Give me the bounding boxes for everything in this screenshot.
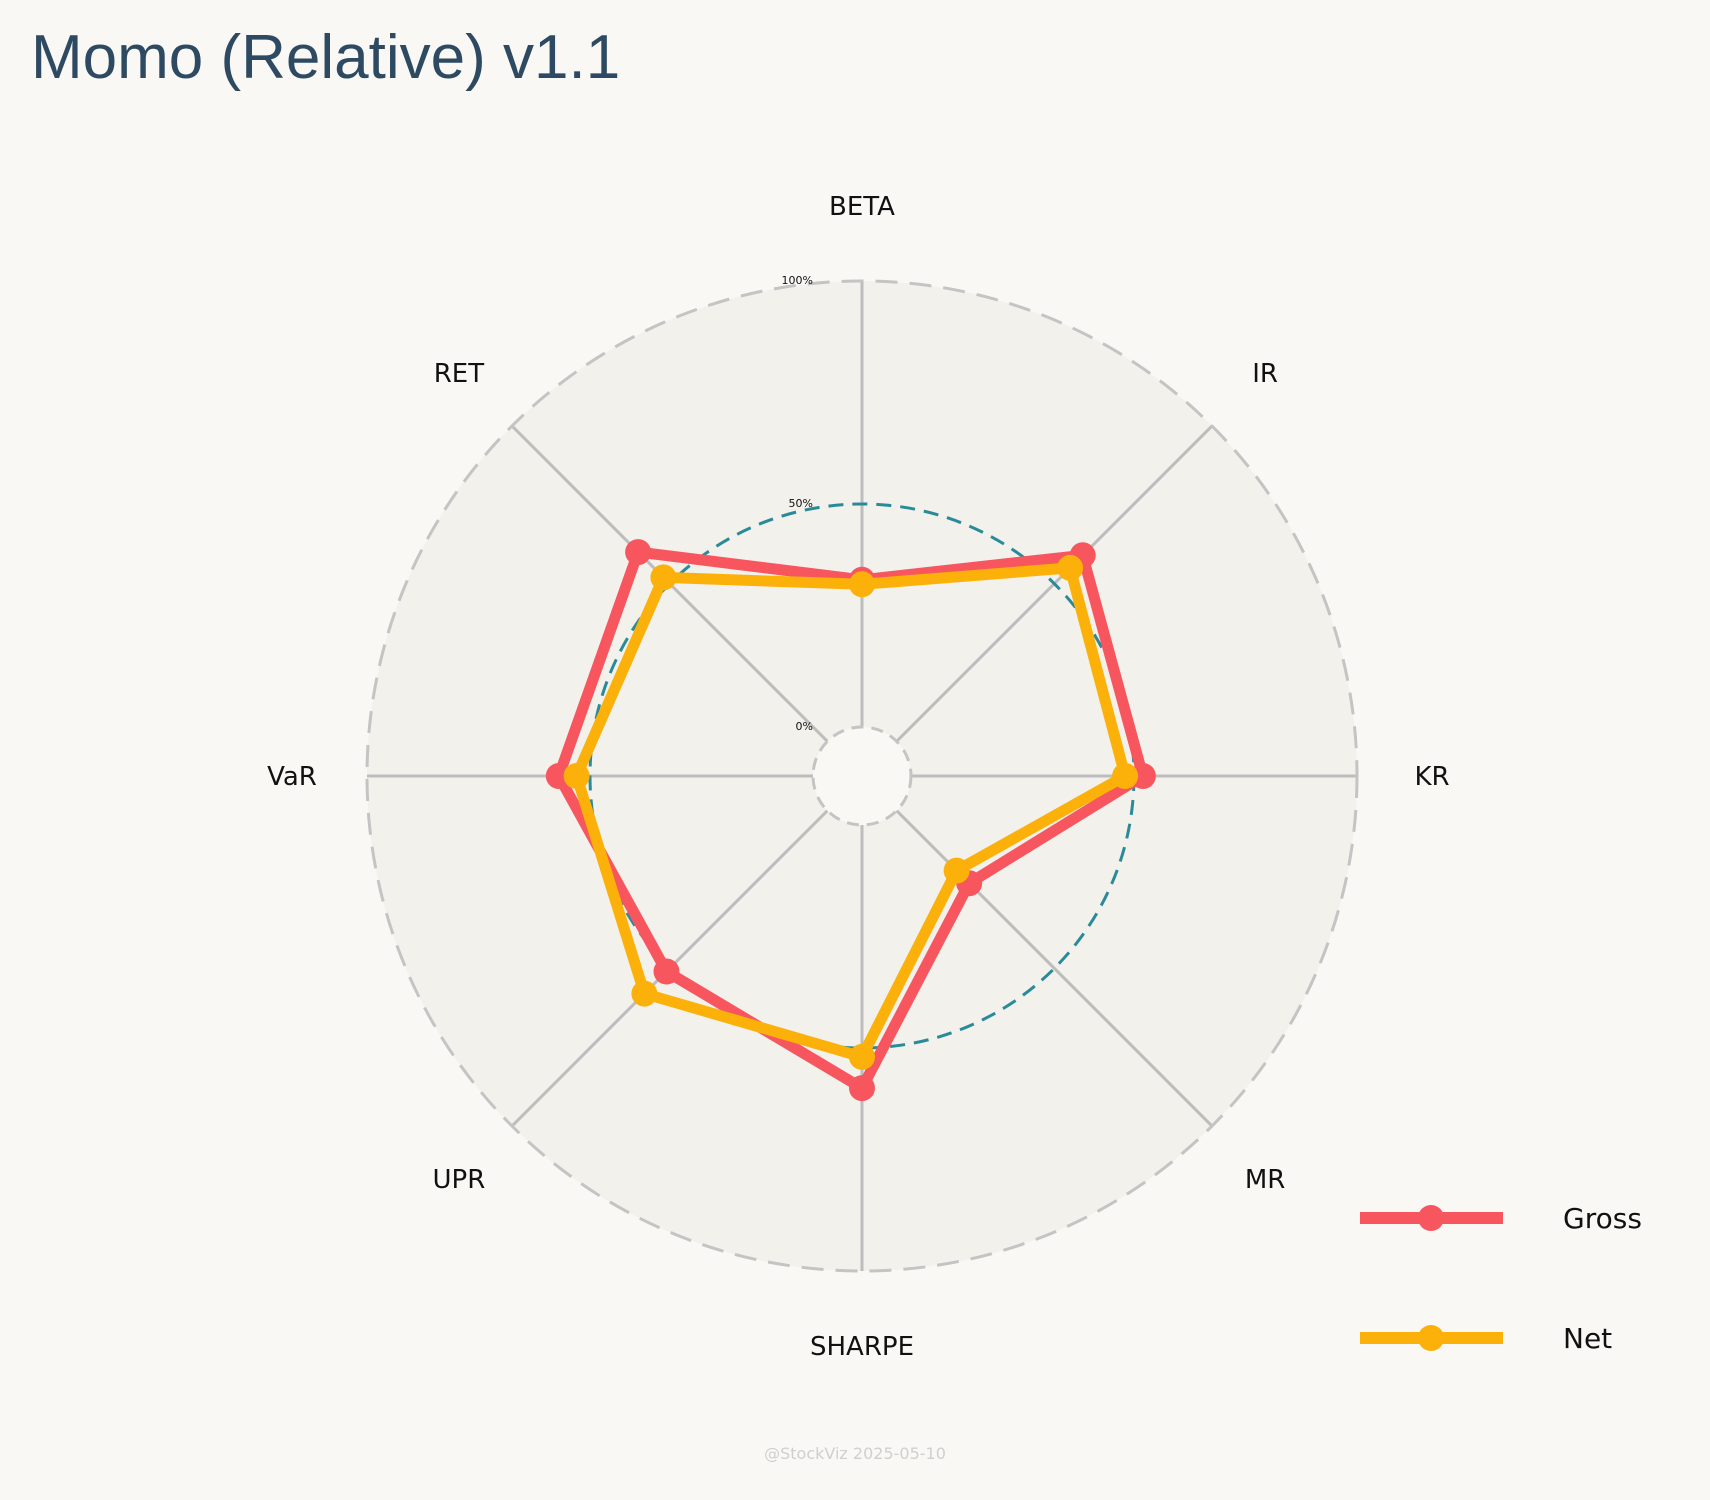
axis-label-kr: KR	[1414, 762, 1449, 792]
axis-label-ret: RET	[434, 359, 484, 389]
ring-label-0: 0%	[796, 720, 813, 733]
ring-label-100: 100%	[782, 274, 813, 287]
legend-net-marker	[1418, 1325, 1444, 1351]
point-gross-var	[545, 763, 572, 789]
axis-label-sharpe: SHARPE	[810, 1332, 914, 1362]
axis-label-beta: BETA	[829, 192, 895, 222]
page-title: Momo (Relative) v1.1	[31, 23, 621, 92]
inner-ring-0	[811, 725, 913, 827]
axis-label-var: VaR	[267, 762, 317, 792]
axis-labels: BETA IR KR MR SHARPE UPR VaR RET	[267, 192, 1449, 1362]
point-net-beta	[849, 571, 875, 598]
point-gross-ret	[625, 539, 652, 566]
legend-gross-label: Gross	[1563, 1202, 1642, 1235]
point-net-mr	[943, 857, 970, 884]
ring-labels: 0% 50% 100%	[782, 274, 813, 733]
legend-net-label: Net	[1563, 1322, 1612, 1355]
point-gross-kr	[1129, 763, 1156, 789]
point-net-kr	[1112, 763, 1139, 789]
radar-grid	[365, 279, 1359, 1273]
legend: Gross Net	[1360, 1202, 1642, 1355]
point-net-ret	[650, 564, 677, 591]
radar-series	[545, 539, 1156, 1102]
series-net	[563, 554, 1139, 1070]
legend-item-gross: Gross	[1360, 1202, 1642, 1235]
point-net-var	[563, 763, 590, 789]
point-net-sharpe	[849, 1043, 875, 1070]
point-net-upr	[631, 980, 658, 1007]
outer-ring-100	[365, 279, 1359, 1273]
legend-gross-marker	[1418, 1205, 1444, 1231]
point-gross-upr	[653, 958, 680, 985]
ring-label-50: 50%	[789, 497, 813, 510]
axis-label-mr: MR	[1245, 1165, 1286, 1195]
axis-label-upr: UPR	[433, 1165, 486, 1195]
legend-item-net: Net	[1360, 1322, 1612, 1355]
point-net-ir	[1057, 554, 1084, 581]
watermark: @StockViz 2025-05-10	[764, 1444, 946, 1463]
point-gross-sharpe	[849, 1075, 875, 1102]
axis-label-ir: IR	[1252, 359, 1278, 389]
